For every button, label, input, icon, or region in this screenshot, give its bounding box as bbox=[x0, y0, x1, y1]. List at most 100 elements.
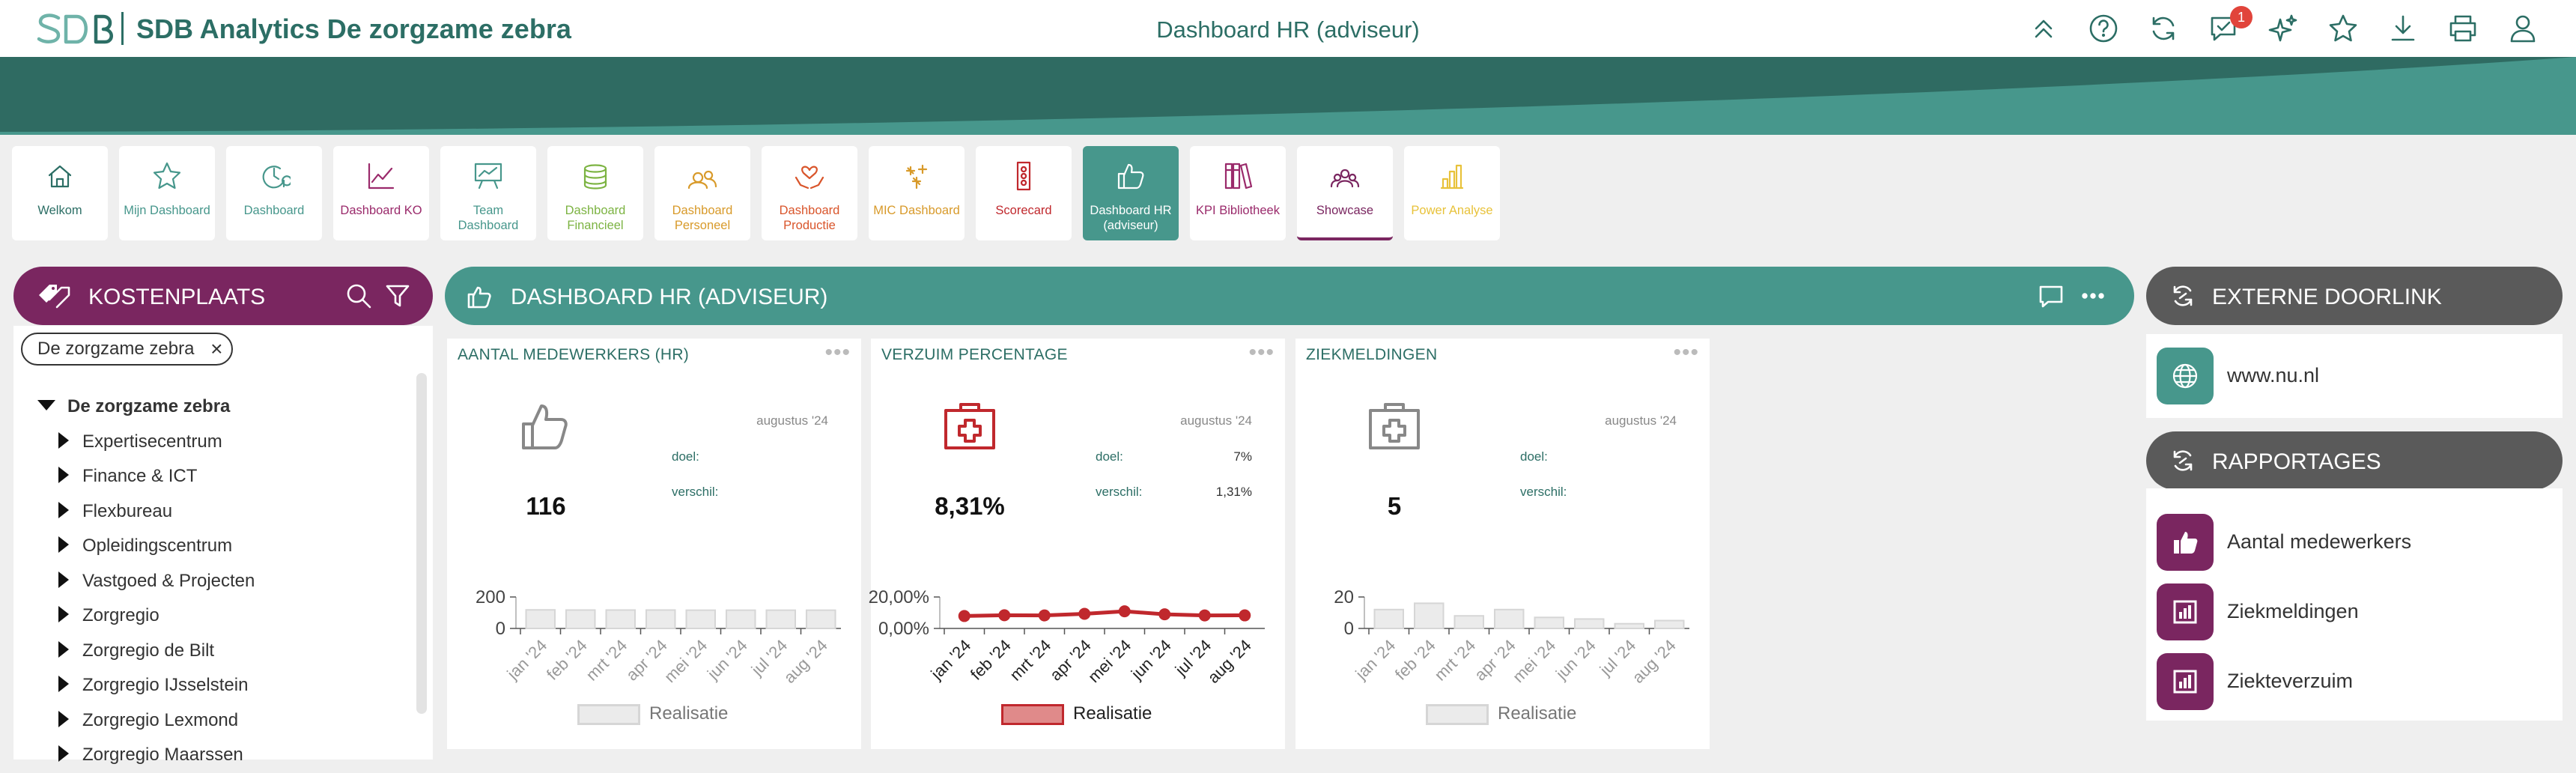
tile-scorecard[interactable]: Scorecard bbox=[976, 146, 1072, 240]
tile-dashboard-financieel[interactable]: Dashboard Financieel bbox=[547, 146, 643, 240]
bar[interactable] bbox=[1534, 616, 1565, 630]
help-icon[interactable] bbox=[2087, 12, 2120, 45]
caret-right-icon[interactable] bbox=[58, 710, 69, 727]
tile-dashboard[interactable]: Dashboard bbox=[226, 146, 322, 240]
tree-item[interactable]: Expertisecentrum bbox=[58, 425, 222, 460]
rapport-aantal-medewerkers[interactable]: Aantal medewerkers bbox=[2157, 514, 2554, 571]
tile-dashboard-ko[interactable]: Dashboard KO bbox=[333, 146, 429, 240]
heart-hands-icon bbox=[795, 166, 824, 190]
tile-power-analyse[interactable]: Power Analyse bbox=[1404, 146, 1500, 240]
notification-badge: 1 bbox=[2230, 6, 2253, 28]
tile-team-dashboard[interactable]: Team Dashboard bbox=[440, 146, 536, 240]
bar[interactable] bbox=[1413, 602, 1445, 629]
data-point[interactable] bbox=[1038, 609, 1051, 622]
tile-label: Dashboard bbox=[243, 204, 305, 217]
tile-welkom[interactable]: Welkom bbox=[12, 146, 108, 240]
data-point[interactable] bbox=[958, 610, 970, 622]
tags-icon bbox=[39, 285, 70, 309]
bar[interactable] bbox=[645, 609, 676, 629]
bar[interactable] bbox=[1373, 608, 1405, 630]
caret-right-icon[interactable] bbox=[58, 640, 69, 658]
clock-dollar-icon bbox=[262, 166, 291, 189]
tile-kpi-bibliotheek[interactable]: KPI Bibliotheek bbox=[1190, 146, 1286, 240]
bar[interactable] bbox=[525, 609, 556, 630]
rapport-ziekteverzuim[interactable]: Ziekteverzuim bbox=[2157, 653, 2554, 710]
sparkle-icon[interactable] bbox=[2267, 12, 2300, 45]
search-icon[interactable] bbox=[344, 282, 373, 310]
tree-item[interactable]: Flexbureau bbox=[58, 494, 172, 530]
bar[interactable] bbox=[565, 609, 596, 629]
doel-label: doel: bbox=[672, 449, 699, 464]
x-tick-label: jun '24 bbox=[1127, 636, 1175, 684]
bar[interactable] bbox=[605, 609, 637, 629]
tree-item[interactable]: Zorgregio Maarssen bbox=[58, 738, 243, 773]
caret-right-icon[interactable] bbox=[58, 571, 69, 588]
caret-right-icon[interactable] bbox=[58, 745, 69, 762]
bar[interactable] bbox=[725, 609, 756, 629]
data-point[interactable] bbox=[1239, 609, 1251, 622]
tree-item[interactable]: Zorgregio de Bilt bbox=[58, 634, 214, 669]
tree-item[interactable]: Opleidingscentrum bbox=[58, 529, 232, 564]
more-icon[interactable]: ••• bbox=[1248, 340, 1275, 365]
download-icon[interactable] bbox=[2387, 12, 2419, 45]
caret-right-icon[interactable] bbox=[58, 676, 69, 692]
bar[interactable] bbox=[1453, 615, 1485, 629]
people-icon bbox=[687, 170, 717, 190]
tile-dashboard-productie[interactable]: Dashboard Productie bbox=[762, 146, 857, 240]
more-icon[interactable]: ••• bbox=[824, 340, 851, 365]
caret-right-icon[interactable] bbox=[58, 536, 69, 553]
data-point[interactable] bbox=[1158, 608, 1171, 621]
close-icon[interactable]: × bbox=[210, 337, 223, 360]
filter-chip[interactable]: De zorgzame zebra × bbox=[21, 333, 234, 366]
data-point[interactable] bbox=[1198, 609, 1211, 622]
tree-item[interactable]: Finance & ICT bbox=[58, 459, 197, 494]
tree-item[interactable]: Zorgregio IJsselstein bbox=[58, 668, 248, 703]
first-aid-kit-icon bbox=[1369, 403, 1420, 449]
data-point[interactable] bbox=[1118, 605, 1131, 618]
tile-showcase[interactable]: Showcase bbox=[1297, 146, 1393, 240]
legend-swatch bbox=[1001, 704, 1064, 725]
more-icon[interactable]: ••• bbox=[1673, 340, 1699, 365]
rapport-label: Ziekteverzuim bbox=[2227, 670, 2354, 692]
tile-mic-dashboard[interactable]: MIC Dashboard bbox=[869, 146, 965, 240]
more-icon[interactable] bbox=[2079, 282, 2107, 310]
tree-item[interactable]: Zorgregio bbox=[58, 598, 160, 634]
bar[interactable] bbox=[1614, 622, 1645, 629]
legend-label: Realisatie bbox=[1498, 703, 1577, 724]
caret-right-icon[interactable] bbox=[58, 467, 69, 483]
sdb-logo[interactable] bbox=[36, 10, 114, 48]
caret-down-icon[interactable] bbox=[37, 400, 55, 410]
bar[interactable] bbox=[1573, 618, 1605, 630]
data-point[interactable] bbox=[1078, 607, 1091, 620]
print-icon[interactable] bbox=[2446, 12, 2479, 45]
bar[interactable] bbox=[1493, 608, 1525, 630]
chevrons-up-icon[interactable] bbox=[2027, 12, 2060, 45]
tree-item[interactable]: Zorgregio Lexmond bbox=[58, 703, 238, 739]
bar[interactable] bbox=[805, 609, 836, 629]
tree-root[interactable]: De zorgzame zebra bbox=[37, 389, 230, 425]
bar[interactable] bbox=[685, 609, 717, 629]
rapport-ziekmeldingen[interactable]: Ziekmeldingen bbox=[2157, 583, 2554, 640]
bar[interactable] bbox=[1653, 619, 1685, 629]
externe-link-item[interactable]: www.nu.nl bbox=[2157, 348, 2554, 404]
caret-right-icon[interactable] bbox=[58, 606, 69, 622]
comment-icon[interactable] bbox=[2037, 282, 2065, 310]
tree-item[interactable]: Vastgoed & Projecten bbox=[58, 564, 255, 599]
rapportages-panel: Aantal medewerkers Ziekmeldingen Ziektev… bbox=[2146, 488, 2563, 721]
legend-label: Realisatie bbox=[1073, 703, 1152, 724]
bar[interactable] bbox=[765, 609, 797, 629]
star-icon[interactable] bbox=[2327, 12, 2360, 45]
tile-mijn-dashboard[interactable]: Mijn Dashboard bbox=[119, 146, 215, 240]
books-icon bbox=[1224, 163, 1253, 190]
user-icon[interactable] bbox=[2506, 12, 2539, 45]
tile-dashboard-personeel[interactable]: Dashboard Personeel bbox=[654, 146, 750, 240]
filter-icon[interactable] bbox=[383, 282, 412, 310]
externe-link-label: www.nu.nl bbox=[2227, 364, 2320, 386]
caret-right-icon[interactable] bbox=[58, 431, 69, 449]
star-icon bbox=[153, 162, 181, 190]
tile-dashboard-hr-adviseur[interactable]: Dashboard HR (adviseur) bbox=[1083, 146, 1179, 240]
caret-right-icon[interactable] bbox=[58, 501, 69, 518]
data-point[interactable] bbox=[998, 609, 1011, 622]
tree-scrollbar[interactable] bbox=[416, 373, 427, 714]
refresh-icon[interactable] bbox=[2147, 12, 2180, 45]
